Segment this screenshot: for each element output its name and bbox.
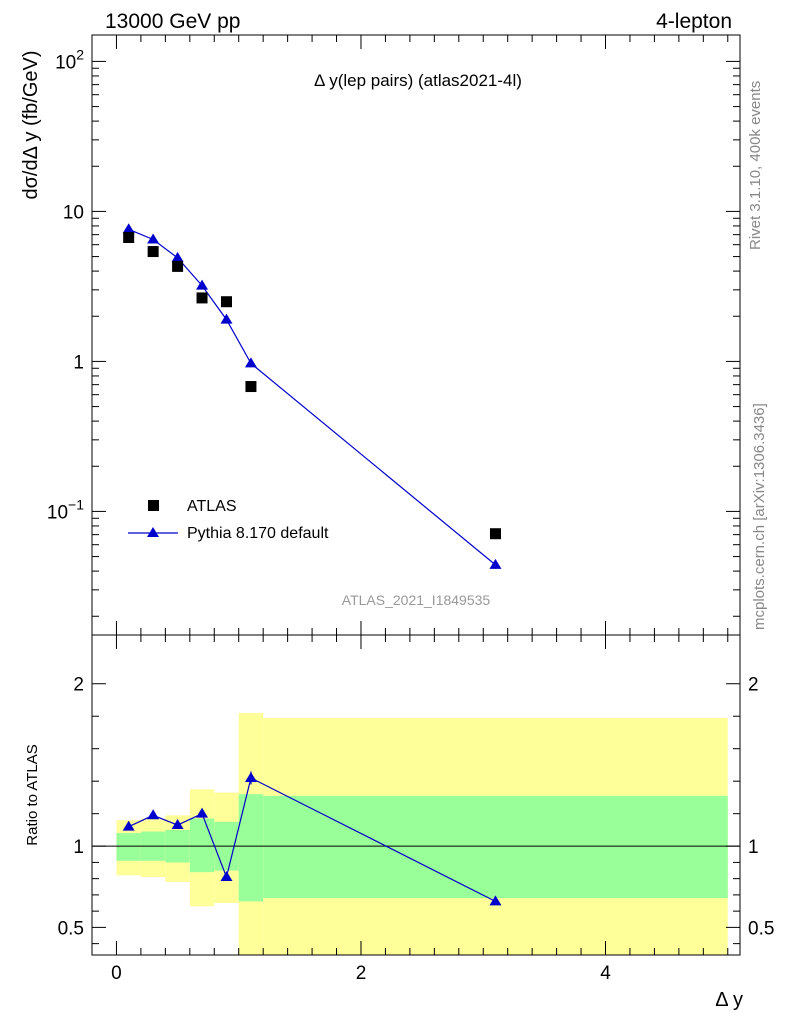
ratio-point (244, 771, 257, 782)
ratio-y-tick-label-right: 2 (748, 675, 759, 696)
main-series (122, 223, 502, 569)
ratio-plot: 0.5 0.5 1 1 2 2 0 2 4 Ratio to ATLAS Δ y (24, 634, 774, 1011)
ratio-bands (116, 712, 728, 955)
tick-base: 10 (47, 502, 68, 523)
tick-exponent: −1 (68, 496, 84, 512)
ratio-y-tick-label: 0.5 (58, 918, 84, 939)
atlas-point (196, 292, 208, 304)
ratio-y-tick-label: 2 (73, 675, 84, 696)
main-y-tick-label: 102 (55, 46, 84, 73)
ratio-ticks: 0.5 0.5 1 1 2 2 0 2 4 (58, 635, 774, 984)
pythia-point (489, 558, 502, 569)
atlas-point (245, 381, 257, 393)
legend: ATLAS Pythia 8.170 default (128, 498, 329, 542)
main-y-tick-label: 10−1 (47, 496, 84, 523)
x-tick-label: 4 (600, 963, 611, 984)
ratio-point (147, 809, 160, 820)
legend-marker-pythia (147, 527, 159, 537)
ratio-point (122, 820, 135, 831)
ratio-band-inner (263, 795, 728, 899)
atlas-point (172, 260, 184, 272)
ratio-band-inner (116, 833, 141, 861)
ratio-point (489, 895, 502, 906)
ratio-point (196, 807, 209, 818)
atlas-point (489, 528, 501, 540)
rivet-label: Rivet 3.1.10, 400k events (747, 81, 764, 250)
pythia-point (244, 357, 257, 368)
legend-label-pythia: Pythia 8.170 default (187, 525, 329, 542)
x-axis-label: Δ y (715, 989, 743, 1011)
tick-base: 10 (55, 52, 76, 73)
pythia-point (122, 223, 135, 234)
pythia-point (196, 279, 209, 290)
legend-label-atlas: ATLAS (187, 498, 237, 515)
main-title: Δ y(lep pairs) (atlas2021-4l) (314, 71, 522, 90)
ratio-y-tick-label-right: 0.5 (748, 918, 774, 939)
x-tick-label: 0 (111, 963, 122, 984)
pythia-line (128, 228, 496, 566)
atlas-point (220, 296, 232, 308)
legend-marker-atlas (148, 500, 159, 511)
ratio-y-axis-label: Ratio to ATLAS (24, 744, 41, 845)
x-tick-label: 2 (356, 963, 367, 984)
ratio-band-inner (189, 818, 215, 873)
beam-label: 13000 GeV pp (105, 10, 240, 33)
pythia-point (147, 233, 160, 244)
analysis-label: ATLAS_2021_I1849535 (342, 592, 491, 608)
ratio-plot-frame (91, 634, 741, 956)
main-y-axis-label: dσ/dΔ y (fb/GeV) (20, 50, 42, 199)
main-plot-frame (91, 34, 741, 636)
ratio-y-tick-label-right: 1 (748, 837, 759, 858)
ratio-y-tick-label: 1 (73, 837, 84, 858)
atlas-point (147, 246, 159, 258)
pythia-point (220, 313, 233, 324)
ratio-point (220, 871, 233, 882)
pythia-point (171, 251, 184, 262)
main-y-tick-label: 10 (63, 202, 84, 223)
mcplots-label: mcplots.cern.ch [arXiv:1306.3436] (751, 403, 768, 630)
ratio-point (171, 819, 184, 830)
process-label: 4-lepton (656, 10, 732, 33)
ratio-series (122, 771, 502, 906)
atlas-point (123, 232, 135, 244)
tick-exponent: 2 (76, 46, 84, 62)
main-plot: Δ y(lep pairs) (atlas2021-4l) ATLAS_2021… (20, 34, 741, 636)
main-y-tick-label: 1 (73, 352, 84, 373)
